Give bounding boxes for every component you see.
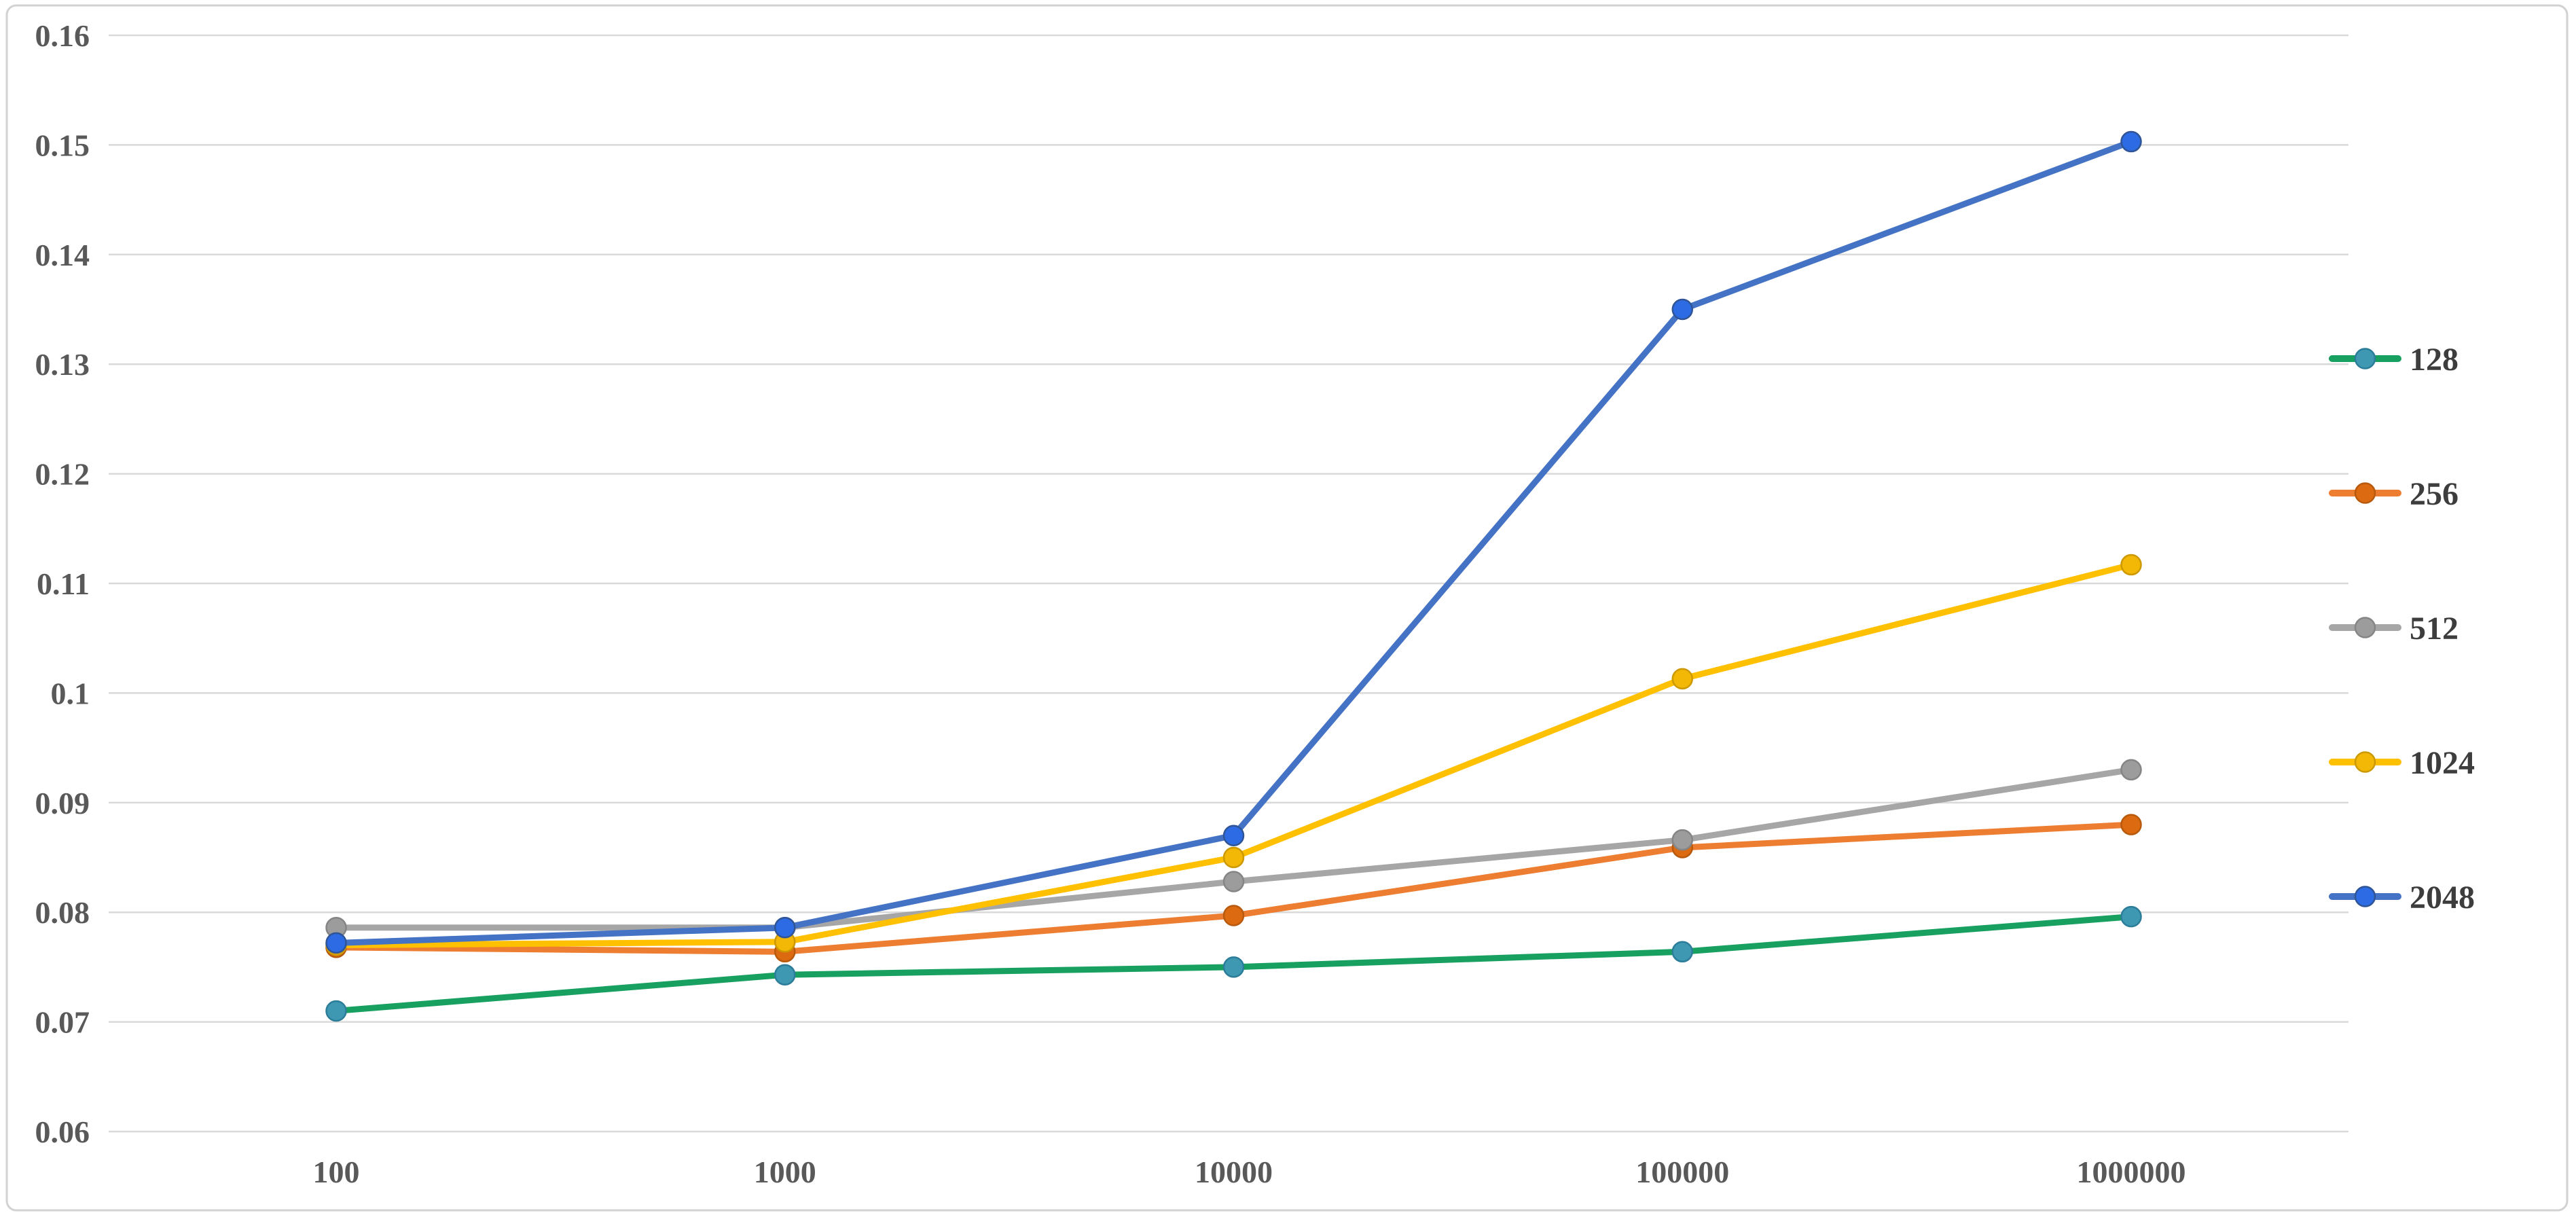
legend-marker [2354, 617, 2376, 638]
series-128 [325, 905, 2142, 1022]
legend-label: 2048 [2410, 880, 2475, 916]
x-tick-label: 10000 [1195, 1155, 1273, 1189]
legend: 128 256 512 1024 2048 [2329, 342, 2475, 916]
legend-label: 512 [2410, 611, 2459, 647]
series-2048 [325, 130, 2142, 954]
data-point-128-100 [325, 1000, 347, 1022]
y-tick-label: 0.11 [37, 566, 90, 601]
data-point-1024-10000 [1222, 846, 1245, 869]
legend-marker [2354, 482, 2376, 504]
data-point-2048-100000 [1671, 298, 1693, 321]
y-tick-label: 0.16 [35, 18, 90, 53]
legend-marker [2354, 886, 2376, 907]
legend-marker [2354, 348, 2376, 369]
data-point-2048-10000 [1222, 825, 1245, 846]
legend-item-128: 128 [2329, 342, 2459, 378]
gridlines-group [109, 34, 2348, 1133]
legend-item-256: 256 [2329, 476, 2459, 512]
legend-item-2048: 2048 [2329, 880, 2475, 916]
data-point-128-10000 [1222, 956, 1245, 978]
data-point-512-1000000 [2120, 759, 2142, 781]
data-point-1024-1000000 [2120, 554, 2142, 576]
y-tick-label: 0.1 [51, 676, 90, 710]
y-tick-label: 0.08 [35, 895, 90, 930]
legend-marker [2354, 751, 2376, 773]
chart-border [5, 4, 2569, 1212]
legend-label: 128 [2410, 342, 2459, 378]
y-tick-label: 0.12 [35, 457, 90, 492]
y-tick-label: 0.06 [35, 1115, 90, 1149]
legend-label: 256 [2410, 476, 2459, 512]
y-axis-tick-labels: 0.06 0.07 0.08 0.09 0.1 0.11 0.12 0.13 0.14 0.15 0… [35, 18, 90, 1149]
x-tick-label: 1000 [754, 1155, 816, 1189]
legend-label: 1024 [2410, 745, 2475, 781]
x-tick-label: 1000000 [2077, 1155, 2186, 1189]
data-point-256-1000000 [2120, 814, 2142, 835]
data-point-2048-100 [325, 932, 347, 954]
x-tick-label: 100 [313, 1155, 360, 1189]
data-point-512-100000 [1671, 829, 1693, 851]
x-axis-tick-labels: 100 1000 10000 100000 1000000 [313, 1155, 2186, 1189]
data-point-128-100000 [1671, 941, 1693, 963]
series-group [325, 130, 2142, 1022]
y-tick-label: 0.14 [35, 238, 90, 272]
data-point-512-10000 [1222, 871, 1245, 892]
y-tick-label: 0.07 [35, 1005, 90, 1040]
y-tick-label: 0.09 [35, 786, 90, 820]
legend-item-512: 512 [2329, 611, 2459, 647]
legend-item-1024: 1024 [2329, 745, 2475, 781]
data-point-2048-1000 [774, 917, 796, 939]
data-point-1024-100000 [1671, 668, 1693, 690]
y-tick-label: 0.13 [35, 347, 90, 382]
data-point-256-10000 [1222, 905, 1245, 926]
x-tick-label: 100000 [1635, 1155, 1729, 1189]
data-point-128-1000000 [2120, 905, 2142, 928]
y-tick-label: 0.15 [35, 128, 90, 162]
data-point-2048-1000000 [2120, 130, 2142, 153]
data-point-128-1000 [774, 964, 796, 985]
